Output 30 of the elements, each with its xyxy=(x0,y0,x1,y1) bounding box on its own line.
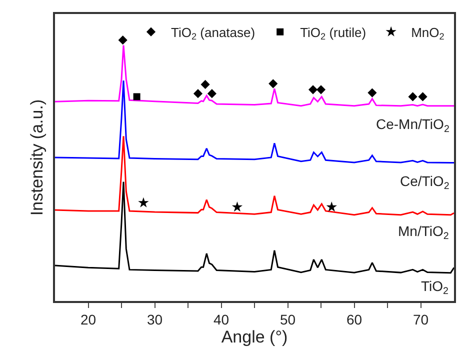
legend-label: TiO$_{2}$ xyxy=(171,24,197,42)
point xyxy=(232,201,243,212)
series-label: Ce/TiO$_{2}$ xyxy=(400,173,450,192)
point xyxy=(193,89,203,98)
legend-label: TiO$_{2}$ (rutile) xyxy=(300,24,366,42)
x-tick-label: 60 xyxy=(346,312,362,328)
point xyxy=(200,80,210,89)
x-tick-label: 50 xyxy=(280,312,296,328)
point xyxy=(326,201,337,212)
point xyxy=(118,36,128,45)
x-tick-label: 70 xyxy=(412,312,429,328)
point xyxy=(316,85,326,94)
point xyxy=(207,89,216,98)
point xyxy=(138,197,149,208)
series-label: Mn/TiO$_{2}$ xyxy=(398,223,449,242)
point xyxy=(408,92,418,102)
point xyxy=(418,92,428,102)
text: (anatase) xyxy=(200,24,256,40)
point xyxy=(368,88,377,98)
point xyxy=(133,93,140,100)
text: TiO$_{2}$ xyxy=(421,278,448,297)
point xyxy=(308,85,318,94)
y-axis-title: Instensity (a.u.) xyxy=(27,99,46,216)
point xyxy=(268,79,278,88)
x-axis-title: Angle (°) xyxy=(221,328,288,347)
series-label: Ce-Mn/TiO$_{2}$ xyxy=(376,116,450,135)
x-tick-label: 30 xyxy=(146,312,163,328)
x-tick-label: 40 xyxy=(213,312,230,328)
legend-label: MnO$_{2}$ xyxy=(411,24,444,42)
x-tick-label: 20 xyxy=(80,312,96,328)
